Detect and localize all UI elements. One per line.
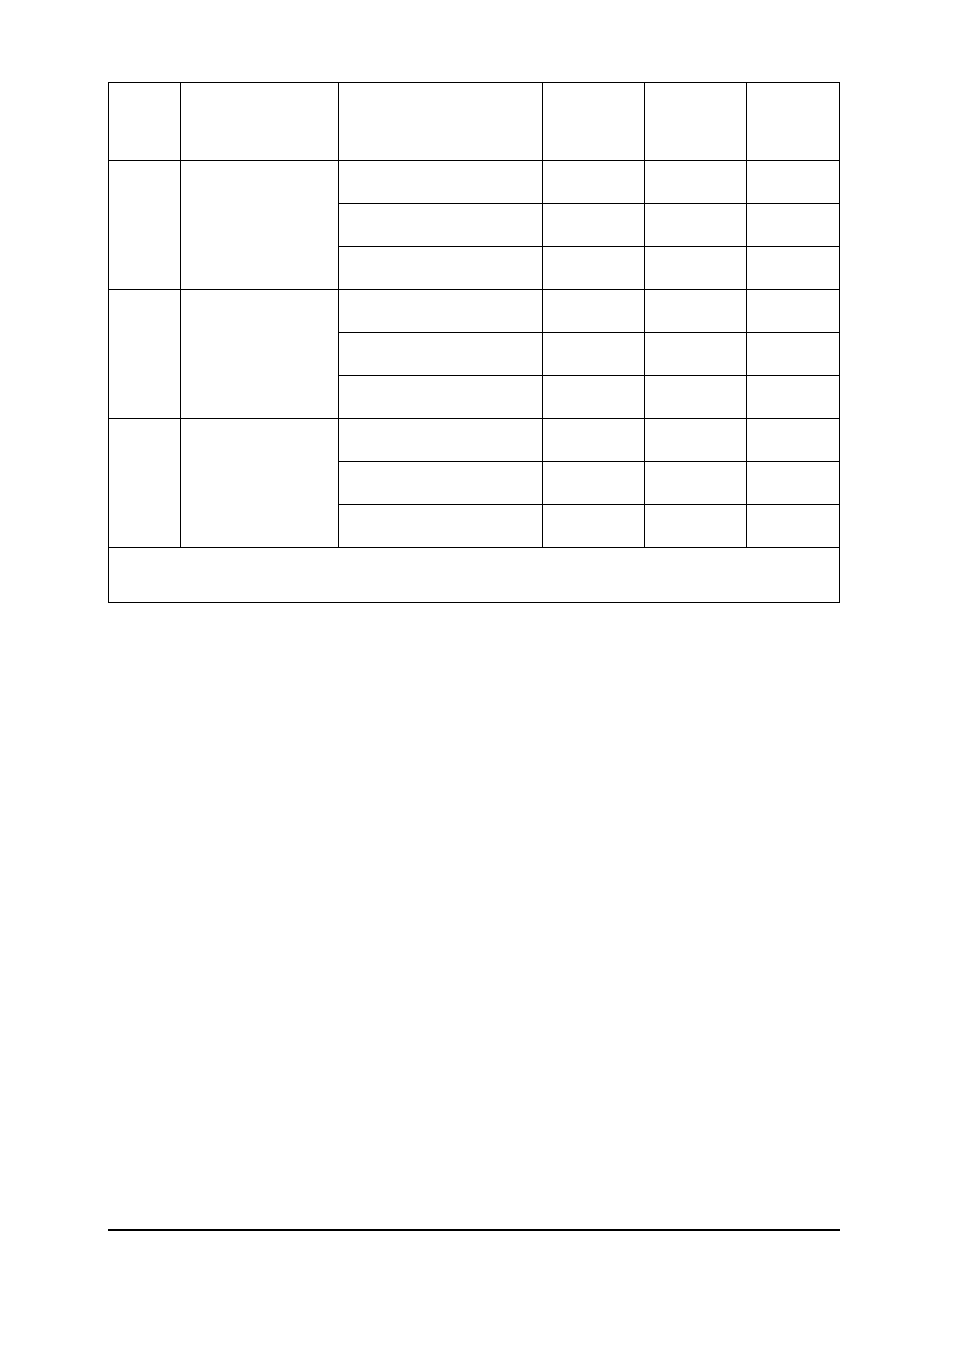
table-cell bbox=[746, 161, 840, 204]
table-cell bbox=[338, 247, 542, 290]
table-cell bbox=[746, 462, 840, 505]
table-cell bbox=[746, 419, 840, 462]
table-row bbox=[109, 290, 840, 333]
table-cell bbox=[542, 462, 644, 505]
table-cell bbox=[338, 333, 542, 376]
row-group-label bbox=[181, 419, 338, 548]
table-cell bbox=[644, 204, 746, 247]
row-group-label bbox=[109, 290, 181, 419]
table-cell bbox=[746, 247, 840, 290]
table-footer-row bbox=[109, 548, 840, 603]
table-cell bbox=[644, 462, 746, 505]
header-cell bbox=[644, 83, 746, 161]
table-container bbox=[108, 82, 840, 603]
table-cell bbox=[338, 462, 542, 505]
table-row bbox=[109, 161, 840, 204]
table-cell bbox=[338, 505, 542, 548]
table-cell bbox=[644, 247, 746, 290]
table-cell bbox=[542, 290, 644, 333]
table-cell bbox=[542, 247, 644, 290]
header-cell bbox=[181, 83, 338, 161]
table-cell bbox=[746, 505, 840, 548]
data-table bbox=[108, 82, 840, 603]
table-row bbox=[109, 419, 840, 462]
header-cell bbox=[338, 83, 542, 161]
table-cell bbox=[644, 333, 746, 376]
header-cell bbox=[542, 83, 644, 161]
footer-cell bbox=[109, 548, 840, 603]
header-cell bbox=[109, 83, 181, 161]
table-cell bbox=[746, 376, 840, 419]
table-cell bbox=[644, 505, 746, 548]
table-cell bbox=[338, 204, 542, 247]
table-cell bbox=[338, 161, 542, 204]
header-cell bbox=[746, 83, 840, 161]
table-cell bbox=[542, 161, 644, 204]
table-header-row bbox=[109, 83, 840, 161]
table-cell bbox=[542, 505, 644, 548]
table-cell bbox=[746, 333, 840, 376]
row-group-label bbox=[181, 290, 338, 419]
table-cell bbox=[542, 204, 644, 247]
table-cell bbox=[746, 290, 840, 333]
table-cell bbox=[542, 333, 644, 376]
table-cell bbox=[746, 204, 840, 247]
table-cell bbox=[338, 419, 542, 462]
table-cell bbox=[644, 161, 746, 204]
table-cell bbox=[644, 419, 746, 462]
row-group-label bbox=[181, 161, 338, 290]
table-cell bbox=[644, 290, 746, 333]
row-group-label bbox=[109, 419, 181, 548]
table-cell bbox=[542, 376, 644, 419]
table-cell bbox=[644, 376, 746, 419]
table-cell bbox=[338, 376, 542, 419]
table-cell bbox=[338, 290, 542, 333]
row-group-label bbox=[109, 161, 181, 290]
table-cell bbox=[542, 419, 644, 462]
horizontal-rule bbox=[108, 1229, 840, 1231]
